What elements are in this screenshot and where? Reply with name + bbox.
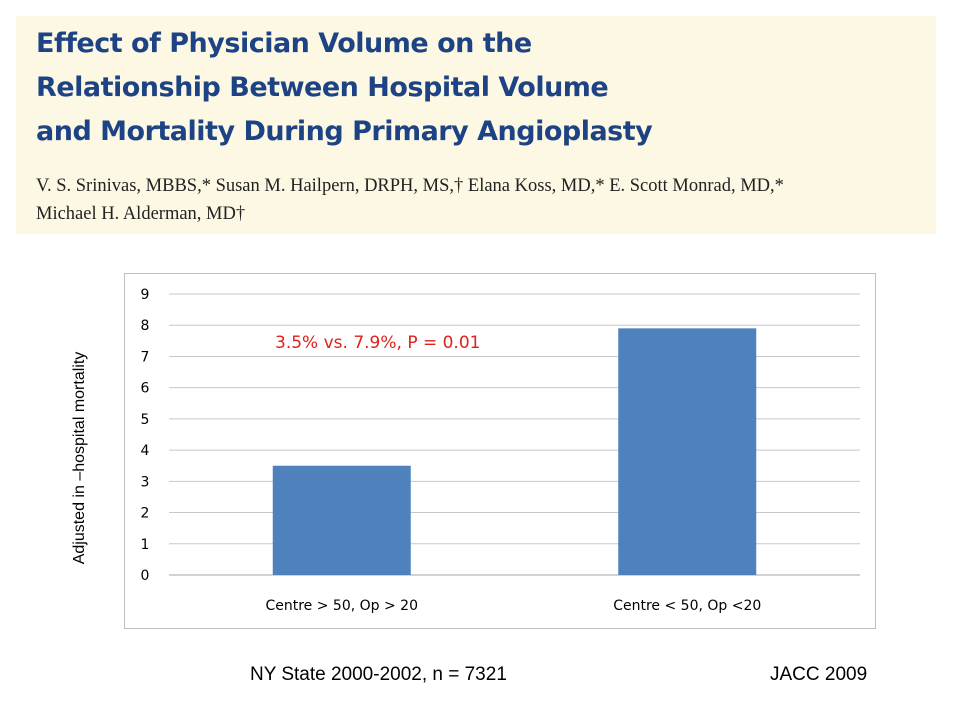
x-category-label: Centre > 50, Op > 20 bbox=[265, 598, 418, 614]
y-tick-label: 8 bbox=[141, 318, 150, 334]
y-tick-label: 4 bbox=[141, 443, 150, 459]
y-tick-label: 5 bbox=[141, 412, 150, 428]
bar-chart: 0 1 2 3 4 5 6 7 8 9 Centre > 50, Op > 20 Centre < … bbox=[141, 287, 860, 614]
chart-frame: 0 1 2 3 4 5 6 7 8 9 Centre > 50, Op > 20 Centre < … bbox=[124, 273, 876, 629]
y-tick-label: 6 bbox=[141, 381, 150, 397]
y-tick-label: 9 bbox=[141, 287, 150, 303]
paper-header: Effect of Physician Volume on the Relati… bbox=[16, 16, 936, 234]
x-category-label: Centre < 50, Op <20 bbox=[613, 598, 761, 614]
y-tick-label: 2 bbox=[141, 506, 150, 522]
bar-2 bbox=[618, 328, 757, 575]
y-axis-label: Adjusted in –hospital mortality bbox=[71, 351, 88, 565]
footer-source: NY State 2000-2002, n = 7321 bbox=[250, 664, 507, 685]
bar-1 bbox=[272, 465, 411, 575]
paper-title-line-1: Effect of Physician Volume on the bbox=[36, 28, 532, 59]
authors-line-2: Michael H. Alderman, MD† bbox=[36, 204, 246, 224]
footer-citation: JACC 2009 bbox=[770, 664, 868, 685]
paper-title-line-3: and Mortality During Primary Angioplasty bbox=[36, 116, 653, 147]
y-tick-label: 0 bbox=[141, 568, 150, 584]
authors-line-1: V. S. Srinivas, MBBS,* Susan M. Hailpern… bbox=[36, 176, 784, 196]
chart-annotation: 3.5% vs. 7.9%, P = 0.01 bbox=[275, 333, 480, 353]
y-tick-label: 3 bbox=[141, 474, 150, 490]
y-tick-label: 7 bbox=[141, 349, 150, 365]
y-tick-label: 1 bbox=[141, 537, 150, 553]
paper-title-line-2: Relationship Between Hospital Volume bbox=[36, 72, 609, 103]
